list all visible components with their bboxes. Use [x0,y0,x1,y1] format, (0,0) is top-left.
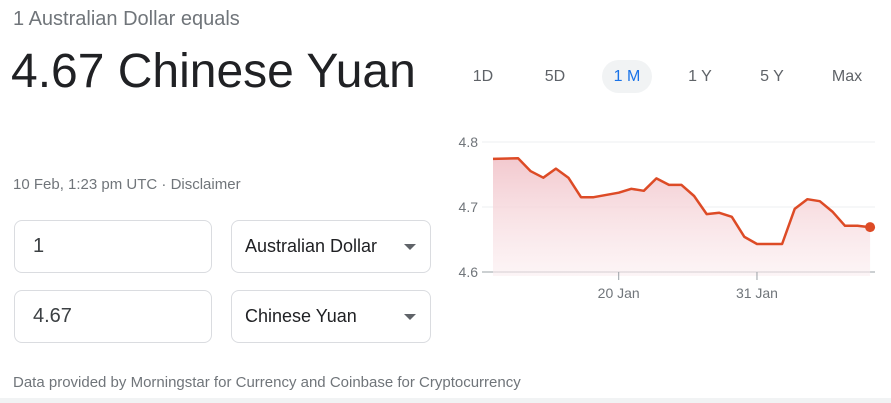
y-tick-label: 4.8 [459,134,479,150]
from-currency-label: Australian Dollar [245,236,378,256]
timestamp-line: 10 Feb, 1:23 pm UTC · Disclaimer [13,176,241,193]
y-tick-label: 4.6 [459,264,479,280]
tab-5d[interactable]: 5D [544,68,566,85]
x-tick-label: 31 Jan [736,285,778,301]
y-tick-label: 4.7 [459,199,479,215]
timestamp: 10 Feb, 1:23 pm UTC · [13,176,171,193]
chart-current-point[interactable] [865,222,876,233]
data-source-note: Data provided by Morningstar for Currenc… [13,374,521,391]
from-currency-select[interactable]: Australian Dollar [231,220,431,273]
bottom-divider [0,398,891,403]
to-amount-input[interactable] [14,290,212,343]
disclaimer-link[interactable]: Disclaimer [170,176,241,193]
from-amount-input[interactable] [14,220,212,273]
tab-1y[interactable]: 1 Y [688,68,712,85]
tab-max[interactable]: Max [831,68,863,85]
dropdown-caret-icon [404,244,416,250]
conversion-result: 4.67 Chinese Yuan [11,45,416,98]
dropdown-caret-icon [404,314,416,320]
to-currency-label: Chinese Yuan [245,306,357,326]
chart-series-line [492,156,871,246]
chart-area-fill [493,158,871,276]
conversion-subtitle: 1 Australian Dollar equals [13,8,240,30]
tab-1m[interactable]: 1 M [602,60,652,93]
x-tick-label: 20 Jan [598,285,640,301]
tab-5y[interactable]: 5 Y [760,68,784,85]
to-currency-select[interactable]: Chinese Yuan [231,290,431,343]
tab-1d[interactable]: 1D [472,68,494,85]
